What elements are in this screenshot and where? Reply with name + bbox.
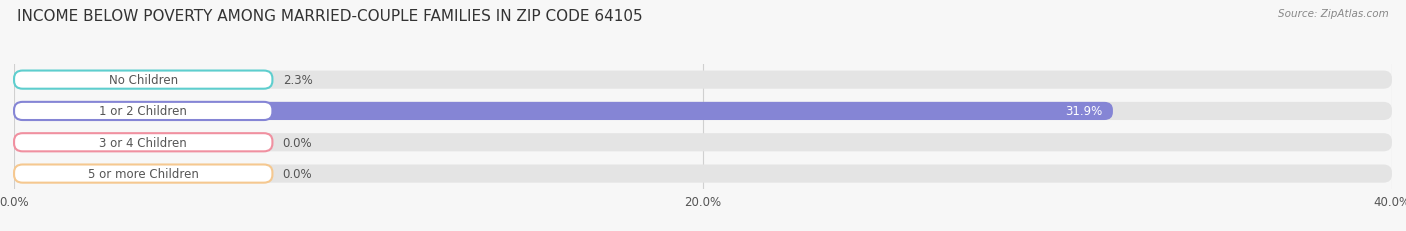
Text: 0.0%: 0.0% [283,136,312,149]
Text: 3 or 4 Children: 3 or 4 Children [100,136,187,149]
Text: 2.3%: 2.3% [283,74,312,87]
FancyBboxPatch shape [14,71,93,89]
Text: INCOME BELOW POVERTY AMONG MARRIED-COUPLE FAMILIES IN ZIP CODE 64105: INCOME BELOW POVERTY AMONG MARRIED-COUPL… [17,9,643,24]
Text: 31.9%: 31.9% [1066,105,1102,118]
FancyBboxPatch shape [14,134,273,152]
Text: 1 or 2 Children: 1 or 2 Children [100,105,187,118]
FancyBboxPatch shape [14,165,273,183]
Text: Source: ZipAtlas.com: Source: ZipAtlas.com [1278,9,1389,19]
FancyBboxPatch shape [14,102,1114,121]
FancyBboxPatch shape [14,165,1392,183]
Text: 5 or more Children: 5 or more Children [87,167,198,180]
FancyBboxPatch shape [14,102,273,121]
Text: 0.0%: 0.0% [283,167,312,180]
FancyBboxPatch shape [14,71,1392,89]
FancyBboxPatch shape [14,134,1392,152]
FancyBboxPatch shape [14,71,273,89]
FancyBboxPatch shape [14,102,1392,121]
Text: No Children: No Children [108,74,177,87]
